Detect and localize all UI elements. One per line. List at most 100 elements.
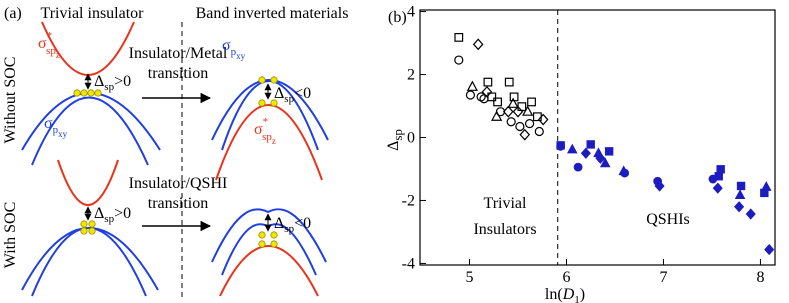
orbital-label: σ* spz xyxy=(38,30,60,60)
point xyxy=(519,128,531,141)
dot xyxy=(258,99,266,107)
x-axis-label: ln(D1) xyxy=(545,286,585,303)
point xyxy=(504,77,514,87)
point xyxy=(515,121,525,132)
t: z xyxy=(56,50,60,60)
gap-label: Δsp>0 xyxy=(94,205,131,225)
dot xyxy=(88,220,96,228)
t: σ xyxy=(38,35,47,52)
t: >0 xyxy=(114,73,131,90)
band xyxy=(31,227,147,297)
point xyxy=(507,97,519,108)
t: Δ xyxy=(94,205,104,222)
t: sp xyxy=(284,93,294,105)
t: z xyxy=(272,136,276,146)
column-header: Trivial insulator xyxy=(41,5,145,22)
point xyxy=(654,180,665,192)
panel-b: (b) ln(D1) Δsp Trivial Insulators QSHIs … xyxy=(385,4,776,303)
point xyxy=(760,181,772,191)
point xyxy=(604,147,614,156)
t: sp xyxy=(262,131,272,143)
point xyxy=(580,147,591,159)
point xyxy=(506,117,516,127)
annotation: Trivial xyxy=(484,195,528,212)
band xyxy=(21,227,159,291)
gap-label: Δsp<0 xyxy=(274,215,311,235)
y-tick-label: -4 xyxy=(402,255,415,272)
t: Δ xyxy=(274,85,284,102)
point xyxy=(532,112,542,122)
t: Δ xyxy=(274,215,284,232)
dot xyxy=(94,89,102,97)
band xyxy=(57,159,119,206)
t: p xyxy=(53,124,59,136)
point xyxy=(736,181,746,191)
t: Δ xyxy=(94,73,104,90)
t: <0 xyxy=(294,215,311,232)
dot xyxy=(270,240,278,248)
t: >0 xyxy=(114,205,131,222)
point xyxy=(522,105,534,116)
t: sp xyxy=(284,223,294,235)
point xyxy=(556,141,565,150)
point xyxy=(618,165,629,176)
point xyxy=(479,94,489,104)
band xyxy=(31,96,149,166)
arrow-label: Insulator/Metal xyxy=(129,45,228,62)
point xyxy=(745,208,756,220)
dot xyxy=(80,89,88,97)
band xyxy=(221,80,319,151)
point xyxy=(454,32,464,42)
y-axis-label: Δsp xyxy=(385,129,405,151)
dot xyxy=(270,76,278,84)
t: sp xyxy=(390,129,405,141)
y-tick-label: -2 xyxy=(402,192,415,209)
point xyxy=(714,172,723,181)
point xyxy=(764,243,775,256)
panel-a: (a) Trivial insulator Band inverted mate… xyxy=(2,5,348,300)
gap-label: Δsp<0 xyxy=(274,85,311,105)
point xyxy=(586,140,595,149)
t: * xyxy=(263,116,269,128)
orbital-label: σ* spz xyxy=(254,116,276,146)
x-tick-label: 6 xyxy=(562,269,570,286)
point xyxy=(483,77,493,87)
arrow-label: transition xyxy=(148,195,208,212)
point xyxy=(481,85,493,98)
t: sp xyxy=(46,45,56,57)
band xyxy=(211,208,327,263)
column-header: Band inverted materials xyxy=(196,5,349,22)
point xyxy=(534,126,544,137)
t: σ xyxy=(254,121,263,138)
point xyxy=(512,105,524,118)
t: Δ xyxy=(385,141,402,151)
point xyxy=(734,189,746,200)
point xyxy=(525,119,535,129)
panel-label: (a) xyxy=(4,5,22,22)
band xyxy=(215,104,323,181)
dot xyxy=(270,231,278,239)
t: sp xyxy=(104,81,114,93)
x-tick-label: 7 xyxy=(659,269,667,286)
t: D xyxy=(562,286,575,303)
point xyxy=(599,157,611,168)
dot xyxy=(73,89,81,97)
y-tick-label: 2 xyxy=(407,67,415,84)
point xyxy=(493,97,502,107)
point xyxy=(593,147,604,158)
t: xy xyxy=(58,129,68,139)
gap-label: Δsp>0 xyxy=(94,73,131,93)
point xyxy=(517,102,527,112)
t: σ xyxy=(44,115,53,132)
dot xyxy=(88,227,96,235)
y-tick-label: 4 xyxy=(407,4,415,21)
row-label: With SOC xyxy=(2,202,19,268)
t: p xyxy=(231,46,237,58)
band xyxy=(219,245,319,297)
orbital-label: σpxy xyxy=(222,37,246,61)
point xyxy=(573,162,583,172)
point xyxy=(465,90,476,100)
dot xyxy=(258,76,266,84)
dot xyxy=(258,240,266,248)
